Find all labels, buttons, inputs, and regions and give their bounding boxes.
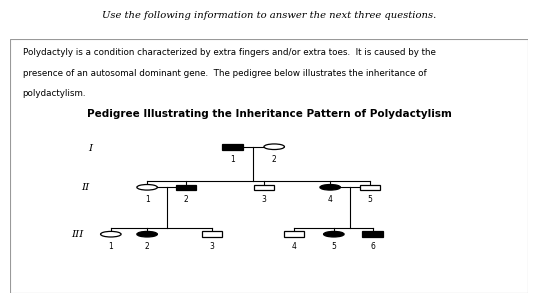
Text: 3: 3 [209, 242, 214, 251]
Ellipse shape [101, 231, 121, 237]
Ellipse shape [323, 231, 344, 237]
Text: I: I [88, 143, 92, 152]
Bar [176, 184, 196, 190]
Text: 5: 5 [331, 242, 336, 251]
Text: 2: 2 [272, 154, 277, 164]
Text: 6: 6 [370, 242, 375, 251]
Text: polydactylism.: polydactylism. [23, 89, 86, 98]
Text: Polydactyly is a condition characterized by extra fingers and/or extra toes.  It: Polydactyly is a condition characterized… [23, 48, 436, 57]
Ellipse shape [137, 184, 158, 190]
Text: 3: 3 [261, 195, 266, 204]
Text: Use the following information to answer the next three questions.: Use the following information to answer … [102, 11, 436, 20]
Bar [363, 231, 383, 237]
Text: 4: 4 [328, 195, 332, 204]
Bar [360, 184, 380, 190]
Text: 1: 1 [145, 195, 150, 204]
Text: 5: 5 [367, 195, 373, 204]
FancyBboxPatch shape [10, 39, 528, 292]
Ellipse shape [320, 184, 341, 190]
Bar [202, 231, 222, 237]
Bar [253, 184, 274, 190]
Bar [222, 144, 243, 149]
Text: 2: 2 [183, 195, 188, 204]
Bar [284, 231, 304, 237]
Text: II: II [81, 183, 89, 192]
Text: 1: 1 [230, 154, 235, 164]
Text: 4: 4 [292, 242, 296, 251]
Ellipse shape [137, 231, 158, 237]
Text: III: III [71, 230, 83, 239]
Text: presence of an autosomal dominant gene.  The pedigree below illustrates the inhe: presence of an autosomal dominant gene. … [23, 69, 426, 78]
Text: 2: 2 [145, 242, 150, 251]
Text: Pedigree Illustrating the Inheritance Pattern of Polydactylism: Pedigree Illustrating the Inheritance Pa… [87, 109, 451, 119]
Text: 1: 1 [109, 242, 113, 251]
Ellipse shape [264, 144, 285, 149]
